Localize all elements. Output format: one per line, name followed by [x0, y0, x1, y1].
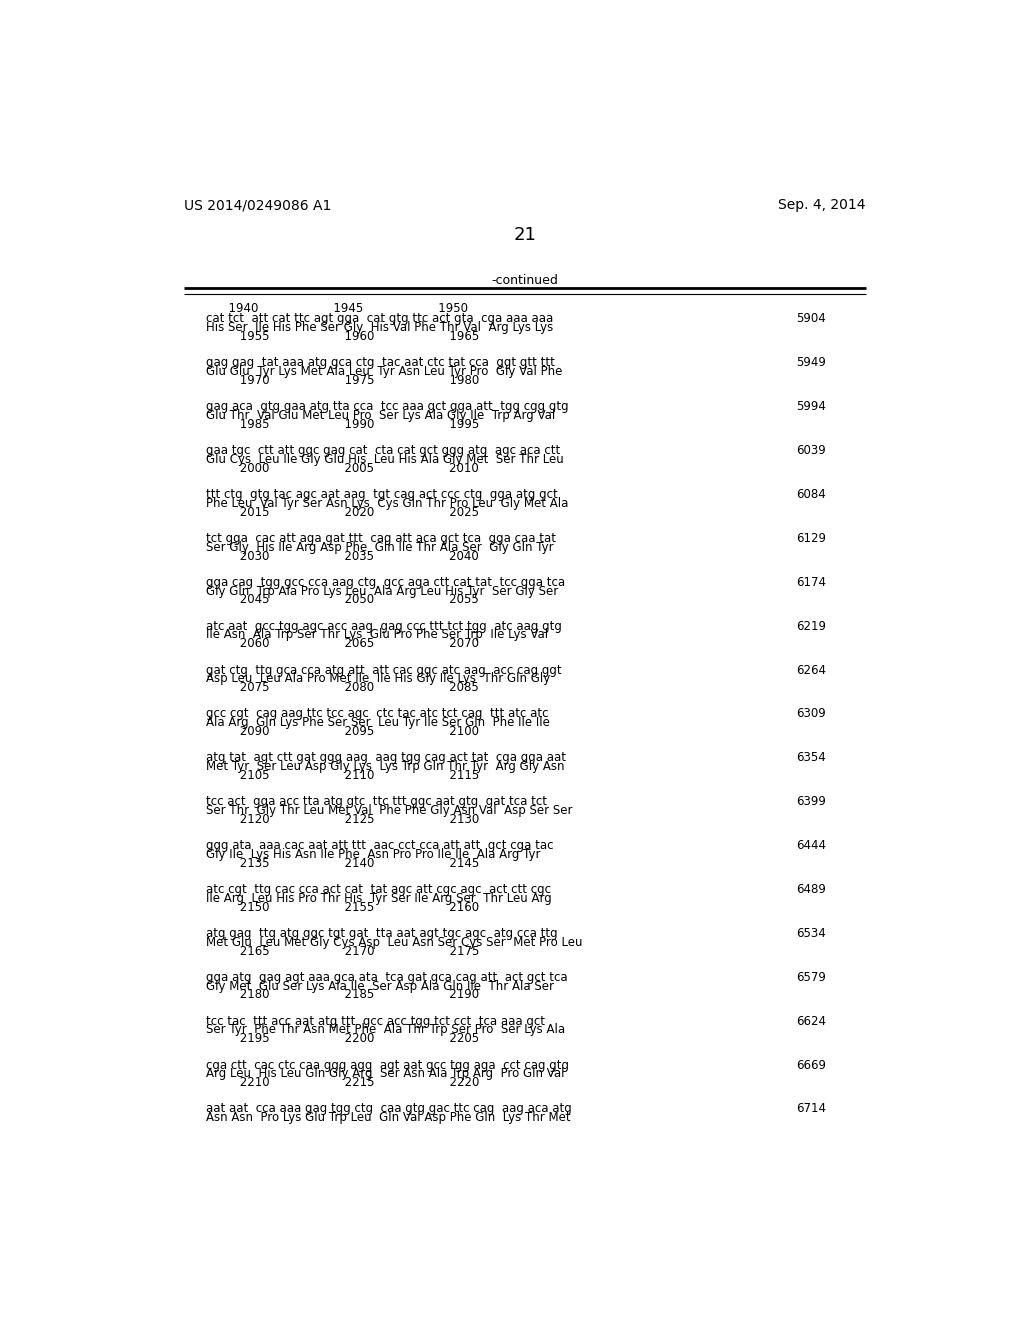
Text: 2075                    2080                    2085: 2075 2080 2085	[206, 681, 478, 694]
Text: 6129: 6129	[796, 532, 826, 545]
Text: 2165                    2170                    2175: 2165 2170 2175	[206, 945, 479, 957]
Text: Glu Glu  Tyr Lys Met Ala Leu  Tyr Asn Leu Tyr Pro  Gly Val Phe: Glu Glu Tyr Lys Met Ala Leu Tyr Asn Leu …	[206, 366, 562, 378]
Text: 6714: 6714	[796, 1102, 826, 1115]
Text: Met Glu  Leu Met Gly Cys Asp  Leu Asn Ser Cys Ser  Met Pro Leu: Met Glu Leu Met Gly Cys Asp Leu Asn Ser …	[206, 936, 582, 949]
Text: gga cag  tgg gcc cca aag ctg  gcc aga ctt cat tat  tcc gga tca: gga cag tgg gcc cca aag ctg gcc aga ctt …	[206, 576, 564, 589]
Text: 6219: 6219	[796, 619, 826, 632]
Text: aat aat  cca aaa gag tgg ctg  caa gtg gac ttc cag  aag aca atg: aat aat cca aaa gag tgg ctg caa gtg gac …	[206, 1102, 571, 1115]
Text: 2120                    2125                    2130: 2120 2125 2130	[206, 813, 479, 826]
Text: Glu Thr  Val Glu Met Leu Pro  Ser Lys Ala Gly Ile  Trp Arg Val: Glu Thr Val Glu Met Leu Pro Ser Lys Ala …	[206, 409, 555, 422]
Text: Met Tyr  Ser Leu Asp Gly Lys  Lys Trp Gln Thr Tyr  Arg Gly Asn: Met Tyr Ser Leu Asp Gly Lys Lys Trp Gln …	[206, 760, 564, 774]
Text: gat ctg  ttg gca cca atg att  att cac ggc atc aag  acc cag ggt: gat ctg ttg gca cca atg att att cac ggc …	[206, 664, 561, 677]
Text: 5904: 5904	[796, 313, 825, 326]
Text: ggg ata  aaa cac aat att ttt  aac cct cca att att  gct cga tac: ggg ata aaa cac aat att ttt aac cct cca …	[206, 840, 553, 853]
Text: Ile Arg  Leu His Pro Thr His  Tyr Ser Ile Arg Ser  Thr Leu Arg: Ile Arg Leu His Pro Thr His Tyr Ser Ile …	[206, 892, 551, 904]
Text: 2030                    2035                    2040: 2030 2035 2040	[206, 549, 478, 562]
Text: 2180                    2185                    2190: 2180 2185 2190	[206, 989, 478, 1002]
Text: Gly Ile  Lys His Asn Ile Phe  Asn Pro Pro Ile Ile  Ala Arg Tyr: Gly Ile Lys His Asn Ile Phe Asn Pro Pro …	[206, 847, 540, 861]
Text: 6309: 6309	[796, 708, 825, 721]
Text: gag gag  tat aaa atg gca ctg  tac aat ctc tat cca  ggt gtt ttt: gag gag tat aaa atg gca ctg tac aat ctc …	[206, 356, 554, 370]
Text: 2210                    2215                    2220: 2210 2215 2220	[206, 1076, 479, 1089]
Text: atg tat  agt ctt gat ggg aag  aag tgg cag act tat  cga gga aat: atg tat agt ctt gat ggg aag aag tgg cag …	[206, 751, 565, 764]
Text: 21: 21	[513, 226, 537, 244]
Text: 1970                    1975                    1980: 1970 1975 1980	[206, 374, 479, 387]
Text: 2150                    2155                    2160: 2150 2155 2160	[206, 900, 478, 913]
Text: 2060                    2065                    2070: 2060 2065 2070	[206, 638, 478, 651]
Text: Arg Leu  His Leu Gln Gly Arg  Ser Asn Ala Trp Arg  Pro Gln Val: Arg Leu His Leu Gln Gly Arg Ser Asn Ala …	[206, 1068, 564, 1080]
Text: 6624: 6624	[796, 1015, 826, 1028]
Text: atg gag  ttg atg ggc tgt gat  tta aat agt tgc agc  atg cca ttg: atg gag ttg atg ggc tgt gat tta aat agt …	[206, 927, 557, 940]
Text: -continued: -continued	[492, 275, 558, 286]
Text: ttt ctg  gtg tac agc aat aag  tgt cag act ccc ctg  gga atg gct: ttt ctg gtg tac agc aat aag tgt cag act …	[206, 488, 557, 502]
Text: 6669: 6669	[796, 1059, 826, 1072]
Text: tcc tac  ttt acc aat atg ttt  gcc acc tgg tct cct  tca aaa gct: tcc tac ttt acc aat atg ttt gcc acc tgg …	[206, 1015, 545, 1028]
Text: 6579: 6579	[796, 970, 826, 983]
Text: gga atg  gag agt aaa gca ata  tca gat gca cag att  act gct tca: gga atg gag agt aaa gca ata tca gat gca …	[206, 970, 567, 983]
Text: cga ctt  cac ctc caa ggg agg  agt aat gcc tgg aga  cct cag gtg: cga ctt cac ctc caa ggg agg agt aat gcc …	[206, 1059, 568, 1072]
Text: 1940                    1945                    1950: 1940 1945 1950	[206, 302, 468, 314]
Text: gaa tgc  ctt att ggc gag cat  cta cat gct ggg atg  agc aca ctt: gaa tgc ctt att ggc gag cat cta cat gct …	[206, 444, 560, 457]
Text: Ser Gly  His Ile Arg Asp Phe  Gln Ile Thr Ala Ser  Gly Gln Tyr: Ser Gly His Ile Arg Asp Phe Gln Ile Thr …	[206, 541, 553, 553]
Text: Ile Asn  Ala Trp Ser Thr Lys  Glu Pro Phe Ser Trp  Ile Lys Val: Ile Asn Ala Trp Ser Thr Lys Glu Pro Phe …	[206, 628, 548, 642]
Text: 1955                    1960                    1965: 1955 1960 1965	[206, 330, 479, 343]
Text: 5949: 5949	[796, 356, 826, 370]
Text: 6174: 6174	[796, 576, 826, 589]
Text: US 2014/0249086 A1: US 2014/0249086 A1	[183, 198, 331, 213]
Text: Asp Leu  Leu Ala Pro Met Ile  Ile His Gly Ile Lys  Thr Gln Gly: Asp Leu Leu Ala Pro Met Ile Ile His Gly …	[206, 672, 550, 685]
Text: 6444: 6444	[796, 840, 826, 853]
Text: 2015                    2020                    2025: 2015 2020 2025	[206, 506, 478, 519]
Text: 2045                    2050                    2055: 2045 2050 2055	[206, 594, 478, 606]
Text: 6084: 6084	[796, 488, 825, 502]
Text: 6264: 6264	[796, 664, 826, 677]
Text: His Ser  Ile His Phe Ser Gly  His Val Phe Thr Val  Arg Lys Lys: His Ser Ile His Phe Ser Gly His Val Phe …	[206, 321, 553, 334]
Text: Sep. 4, 2014: Sep. 4, 2014	[778, 198, 866, 213]
Text: tcc act  gga acc tta atg gtc  ttc ttt ggc aat gtg  gat tca tct: tcc act gga acc tta atg gtc ttc ttt ggc …	[206, 795, 547, 808]
Text: Ala Arg  Gln Lys Phe Ser Ser  Leu Tyr Ile Ser Gln  Phe Ile Ile: Ala Arg Gln Lys Phe Ser Ser Leu Tyr Ile …	[206, 717, 549, 729]
Text: Phe Leu  Val Tyr Ser Asn Lys  Cys Gln Thr Pro Leu  Gly Met Ala: Phe Leu Val Tyr Ser Asn Lys Cys Gln Thr …	[206, 496, 568, 510]
Text: cat tct  att cat ttc agt gga  cat gtg ttc act gta  cga aaa aaa: cat tct att cat ttc agt gga cat gtg ttc …	[206, 313, 553, 326]
Text: Gly Gln  Trp Ala Pro Lys Leu  Ala Arg Leu His Tyr  Ser Gly Ser: Gly Gln Trp Ala Pro Lys Leu Ala Arg Leu …	[206, 585, 558, 598]
Text: 2135                    2140                    2145: 2135 2140 2145	[206, 857, 479, 870]
Text: tct gga  cac att aga gat ttt  cag att aca gct tca  gga caa tat: tct gga cac att aga gat ttt cag att aca …	[206, 532, 555, 545]
Text: 2000                    2005                    2010: 2000 2005 2010	[206, 462, 478, 475]
Text: gcc cgt  cag aag ttc tcc agc  ctc tac atc tct cag  ttt atc atc: gcc cgt cag aag ttc tcc agc ctc tac atc …	[206, 708, 548, 721]
Text: Ser Tyr  Phe Thr Asn Met Phe  Ala Thr Trp Ser Pro  Ser Lys Ala: Ser Tyr Phe Thr Asn Met Phe Ala Thr Trp …	[206, 1023, 564, 1036]
Text: 5994: 5994	[796, 400, 826, 413]
Text: 6039: 6039	[796, 444, 825, 457]
Text: 1985                    1990                    1995: 1985 1990 1995	[206, 418, 479, 430]
Text: 6534: 6534	[796, 927, 825, 940]
Text: 6399: 6399	[796, 795, 826, 808]
Text: gag aca  gtg gaa atg tta cca  tcc aaa gct gga att  tgg cgg gtg: gag aca gtg gaa atg tta cca tcc aaa gct …	[206, 400, 568, 413]
Text: atc aat  gcc tgg agc acc aag  gag ccc ttt tct tgg  atc aag gtg: atc aat gcc tgg agc acc aag gag ccc ttt …	[206, 619, 561, 632]
Text: Asn Asn  Pro Lys Glu Trp Leu  Gln Val Asp Phe Gln  Lys Thr Met: Asn Asn Pro Lys Glu Trp Leu Gln Val Asp …	[206, 1111, 570, 1125]
Text: Glu Cys  Leu Ile Gly Glu His  Leu His Ala Gly Met  Ser Thr Leu: Glu Cys Leu Ile Gly Glu His Leu His Ala …	[206, 453, 563, 466]
Text: 2195                    2200                    2205: 2195 2200 2205	[206, 1032, 478, 1045]
Text: atc cgt  ttg cac cca act cat  tat agc att cgc agc  act ctt cgc: atc cgt ttg cac cca act cat tat agc att …	[206, 883, 551, 896]
Text: Gly Met  Glu Ser Lys Ala Ile  Ser Asp Ala Gln Ile  Thr Ala Ser: Gly Met Glu Ser Lys Ala Ile Ser Asp Ala …	[206, 979, 554, 993]
Text: 6489: 6489	[796, 883, 826, 896]
Text: 2105                    2110                    2115: 2105 2110 2115	[206, 770, 479, 781]
Text: 2090                    2095                    2100: 2090 2095 2100	[206, 725, 478, 738]
Text: 6354: 6354	[796, 751, 825, 764]
Text: Ser Thr  Gly Thr Leu Met Val  Phe Phe Gly Asn Val  Asp Ser Ser: Ser Thr Gly Thr Leu Met Val Phe Phe Gly …	[206, 804, 572, 817]
